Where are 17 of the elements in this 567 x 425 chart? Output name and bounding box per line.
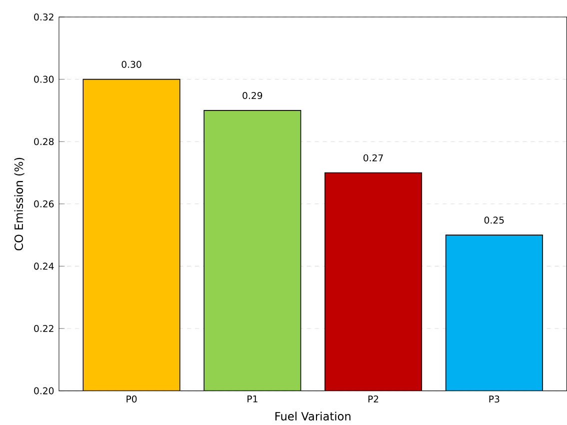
x-tick-label: P0 (126, 396, 137, 403)
x-tick-label: P2 (368, 396, 378, 402)
data-label: 0.25 (484, 216, 504, 224)
y-axis-title: CO Emission (%) (14, 158, 24, 250)
x-tick-label: P3 (489, 396, 500, 403)
y-tick-label: 0.28 (34, 138, 54, 146)
data-label: 0.27 (364, 154, 383, 162)
y-tick-label: 0.24 (34, 262, 54, 270)
y-tick-label: 0.22 (34, 325, 54, 332)
y-tick-label: 0.26 (34, 200, 54, 208)
y-tick-label: 0.30 (34, 76, 54, 83)
data-label: 0.29 (242, 92, 262, 100)
y-tick-label: 0.32 (34, 13, 54, 21)
x-tick-label: P1 (248, 396, 258, 402)
y-tick-label: 0.20 (34, 387, 54, 394)
data-label: 0.30 (122, 60, 142, 68)
x-axis-title: Fuel Variation (275, 412, 350, 421)
